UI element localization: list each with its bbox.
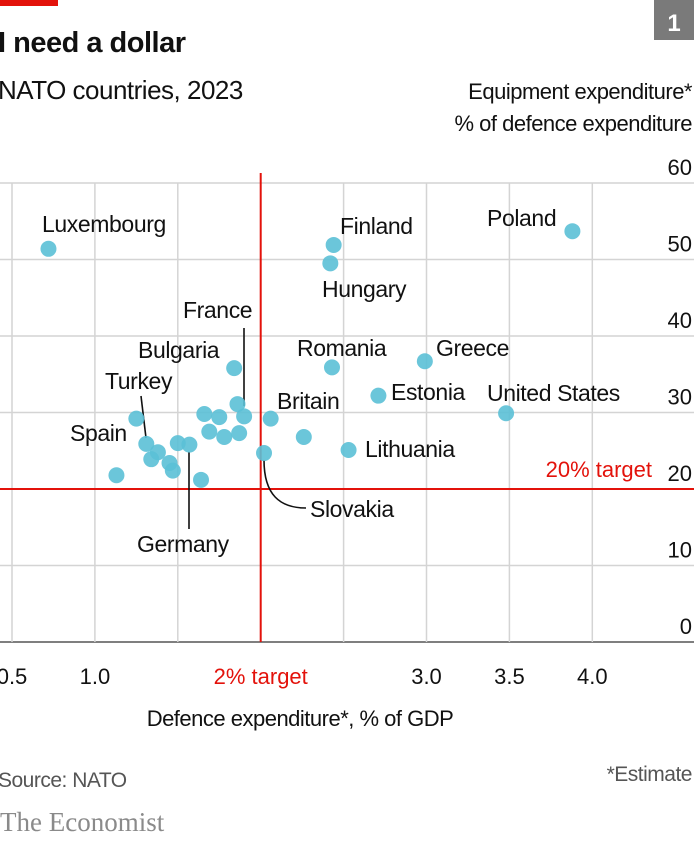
data-point-romania — [323, 359, 340, 376]
x-axis-title: Defence expenditure*, % of GDP — [147, 706, 454, 731]
point-label-bulgaria: Bulgaria — [138, 337, 220, 363]
point-label-romania: Romania — [297, 335, 387, 361]
data-point-unlabeled — [164, 462, 181, 479]
point-label-britain: Britain — [277, 388, 339, 414]
data-point-germany — [181, 436, 198, 453]
point-label-estonia: Estonia — [391, 379, 466, 405]
chart-number: 1 — [667, 10, 680, 37]
data-point-unlabeled — [211, 409, 228, 426]
chart-subtitle: NATO countries, 2023 — [0, 75, 243, 105]
y-tick-label: 20 — [668, 461, 692, 486]
chart-number-box — [654, 0, 694, 40]
x-tick-label: 4.0 — [577, 664, 608, 689]
estimate-note: *Estimate — [607, 763, 692, 786]
data-point-unlabeled — [143, 451, 160, 468]
data-point-unlabeled — [108, 467, 125, 484]
data-point-hungary — [322, 255, 339, 272]
y-tick-label: 10 — [668, 538, 692, 563]
data-point-unlabeled — [196, 406, 213, 423]
point-label-germany: Germany — [137, 531, 230, 557]
y-tick-label: 40 — [668, 308, 692, 333]
point-label-lithuania: Lithuania — [365, 436, 455, 462]
target-label-20pct: 20% target — [546, 457, 652, 482]
data-point-turkey — [128, 410, 145, 427]
point-label-greece: Greece — [436, 335, 509, 361]
chart-title: I need a dollar — [0, 27, 186, 59]
y-tick-label: 50 — [668, 232, 692, 257]
data-point-spain — [138, 435, 155, 452]
y-tick-label: 30 — [668, 385, 692, 410]
point-label-france: France — [183, 297, 252, 323]
y-tick-label: 60 — [668, 155, 692, 180]
leader-line-slovakia — [263, 459, 307, 509]
data-point-unlabeled — [229, 396, 246, 413]
data-point-luxembourg — [40, 240, 57, 257]
source-note: Source: NATO — [0, 769, 127, 792]
x-tick-label: 0.5 — [0, 664, 27, 689]
point-label-spain: Spain — [70, 420, 127, 446]
brand-bar — [0, 0, 58, 6]
data-point-unlabeled — [201, 423, 218, 440]
economist-logo: The Economist — [0, 807, 165, 837]
data-point-greece — [416, 353, 433, 370]
data-point-poland — [564, 223, 581, 240]
point-label-hungary: Hungary — [322, 276, 407, 302]
data-point-unlabeled — [216, 428, 233, 445]
data-point-britain — [262, 410, 279, 427]
x-tick-label: 3.0 — [411, 664, 442, 689]
data-point-unlabeled — [231, 425, 248, 442]
point-label-slovakia: Slovakia — [310, 496, 394, 522]
x-tick-label: 3.5 — [494, 664, 525, 689]
data-point-unlabeled — [295, 428, 312, 445]
point-label-united-states: United States — [487, 380, 620, 406]
data-point-estonia — [370, 387, 387, 404]
data-point-bulgaria — [226, 360, 243, 377]
point-label-turkey: Turkey — [105, 368, 173, 394]
data-point-united-states — [498, 405, 515, 422]
y-axis-title: Equipment expenditure* — [468, 79, 693, 104]
data-point-unlabeled — [193, 471, 210, 488]
y-tick-label: 0 — [680, 614, 692, 639]
point-label-luxembourg: Luxembourg — [42, 211, 166, 237]
data-point-france — [236, 408, 253, 425]
y-axis-subtitle: % of defence expenditure — [454, 111, 692, 136]
data-point-slovakia — [256, 445, 273, 462]
target-label-2pct: 2% target — [214, 664, 308, 689]
point-label-finland: Finland — [340, 213, 413, 239]
point-label-poland: Poland — [487, 205, 556, 231]
data-point-lithuania — [340, 441, 357, 458]
x-tick-label: 1.0 — [80, 664, 111, 689]
data-point-finland — [325, 236, 342, 253]
